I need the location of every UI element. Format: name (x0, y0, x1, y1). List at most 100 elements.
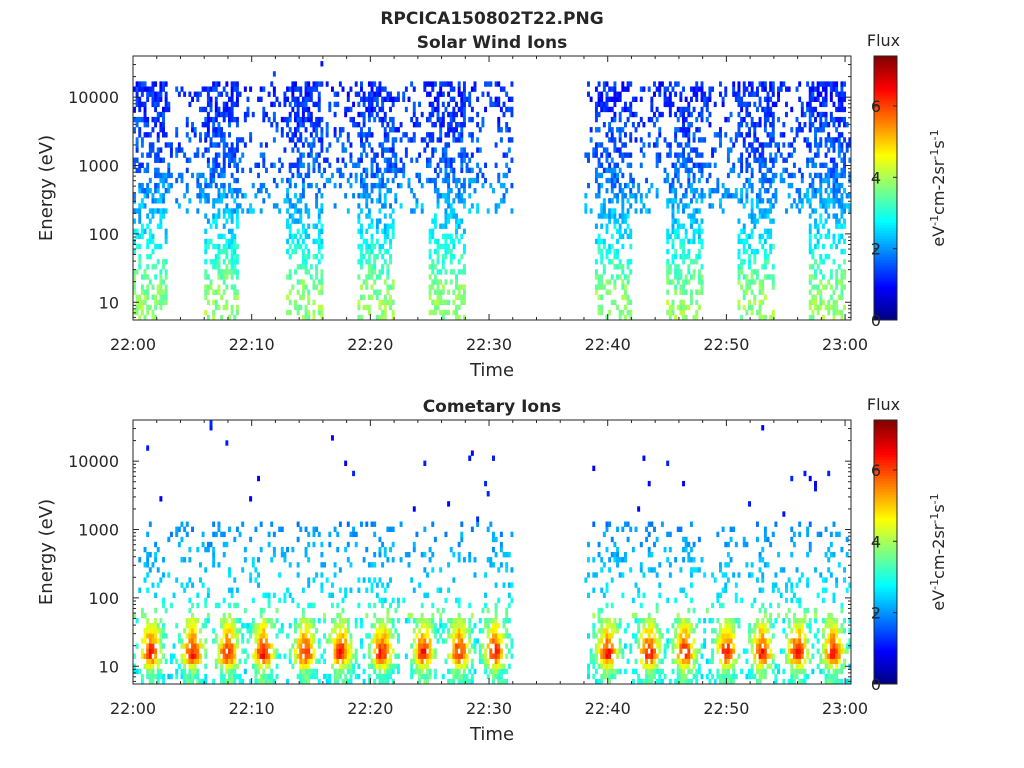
solar-wind-cell (365, 193, 369, 199)
cometary-cell (381, 643, 385, 649)
solar-wind-cell (167, 142, 171, 148)
solar-wind-cell (283, 96, 287, 102)
solar-wind-cell (228, 122, 231, 128)
solar-wind-cell (497, 122, 501, 128)
solar-wind-cell (740, 162, 744, 168)
solar-wind-cell (650, 182, 654, 189)
solar-wind-cell (623, 274, 627, 280)
cometary-cell (360, 643, 363, 649)
cometary-cell (296, 653, 300, 659)
solar-wind-cell (484, 106, 488, 113)
solar-wind-cell (777, 86, 781, 92)
cometary-cell (344, 618, 348, 624)
solar-wind-cell (600, 91, 604, 97)
solar-wind-cell (370, 284, 374, 290)
cometary-cell (433, 633, 437, 639)
solar-wind-cell (740, 96, 744, 102)
solar-wind-cell (154, 101, 158, 108)
cometary-cell (220, 678, 224, 685)
solar-wind-cell (737, 264, 741, 270)
solar-wind-cell (188, 157, 192, 163)
solar-wind-cell (618, 182, 622, 189)
solar-wind-cell (159, 198, 163, 204)
solar-wind-cell (811, 299, 815, 306)
cometary-cell (267, 541, 271, 548)
solar-wind-cell (214, 304, 218, 311)
solar-wind-cell (452, 254, 456, 260)
solar-wind-cell (156, 172, 160, 179)
solar-wind-cell (806, 101, 810, 108)
solar-wind-cell (301, 106, 305, 113)
solar-wind-cell (394, 137, 398, 143)
solar-wind-cell (230, 269, 234, 275)
cometary-cell (151, 633, 155, 639)
solar-wind-cell (742, 228, 746, 234)
solar-wind-cell (154, 122, 158, 128)
solar-wind-cell (829, 269, 833, 275)
solar-wind-cell (713, 132, 717, 138)
solar-wind-cell (159, 279, 163, 285)
solar-wind-cell (146, 264, 150, 270)
solar-wind-cell (819, 289, 823, 295)
cometary-cell (336, 643, 340, 649)
solar-wind-cell (307, 208, 311, 214)
cometary-cell (470, 628, 474, 634)
solar-wind-cell (827, 309, 831, 316)
solar-wind-cell (317, 167, 321, 174)
cometary-cell (146, 668, 150, 675)
solar-wind-cell (600, 274, 604, 280)
solar-wind-cell (140, 304, 144, 311)
solar-wind-cell (307, 172, 311, 179)
cometary-cell (333, 673, 337, 680)
solar-wind-cell (296, 228, 300, 234)
solar-wind-cell (436, 116, 440, 123)
solar-wind-cell (307, 299, 311, 306)
solar-wind-cell (299, 218, 303, 224)
solar-wind-cell (154, 81, 158, 87)
solar-wind-cell (436, 101, 440, 108)
cometary-cell (304, 653, 308, 659)
solar-wind-cell (198, 198, 202, 204)
solar-wind-cell (164, 269, 168, 275)
solar-wind-cell (594, 289, 598, 295)
solar-wind-cell (428, 132, 432, 138)
solar-wind-cell (288, 127, 292, 133)
solar-wind-cell (154, 314, 158, 321)
solar-wind-colorbar-band (874, 127, 897, 131)
cometary-cell (378, 678, 382, 685)
cometary-cell (138, 587, 142, 593)
solar-wind-cell (407, 137, 411, 143)
cometary-cell (349, 531, 353, 538)
solar-wind-cell (291, 203, 295, 209)
solar-wind-cell (272, 203, 276, 209)
solar-wind-cell (133, 284, 136, 290)
cometary-cell (457, 673, 461, 680)
solar-wind-cell (737, 101, 741, 108)
solar-wind-cell (750, 86, 754, 92)
solar-wind-cell (647, 116, 651, 123)
solar-wind-cell (386, 223, 390, 229)
solar-wind-cell (684, 167, 688, 174)
solar-wind-cell (309, 152, 313, 158)
cometary-cell (317, 638, 321, 644)
solar-wind-cell (510, 137, 514, 143)
solar-wind-cell (629, 106, 633, 113)
solar-wind-cell (315, 127, 319, 133)
solar-wind-cell (616, 96, 620, 102)
solar-wind-cell (378, 248, 382, 255)
cometary-cell (484, 648, 488, 654)
solar-wind-cell (761, 182, 765, 189)
solar-wind-colorbar-band (874, 285, 897, 289)
solar-wind-cell (737, 304, 741, 311)
solar-wind-cell (763, 106, 767, 113)
solar-wind-cell (798, 188, 802, 194)
cometary-cell (315, 572, 319, 578)
solar-wind-cell (198, 182, 202, 189)
cometary-cell (296, 638, 300, 644)
solar-wind-cell (146, 284, 150, 290)
solar-wind-cell (294, 116, 297, 123)
solar-wind-cell (682, 314, 685, 321)
solar-wind-cell (724, 132, 728, 138)
cometary-cell (156, 546, 160, 553)
